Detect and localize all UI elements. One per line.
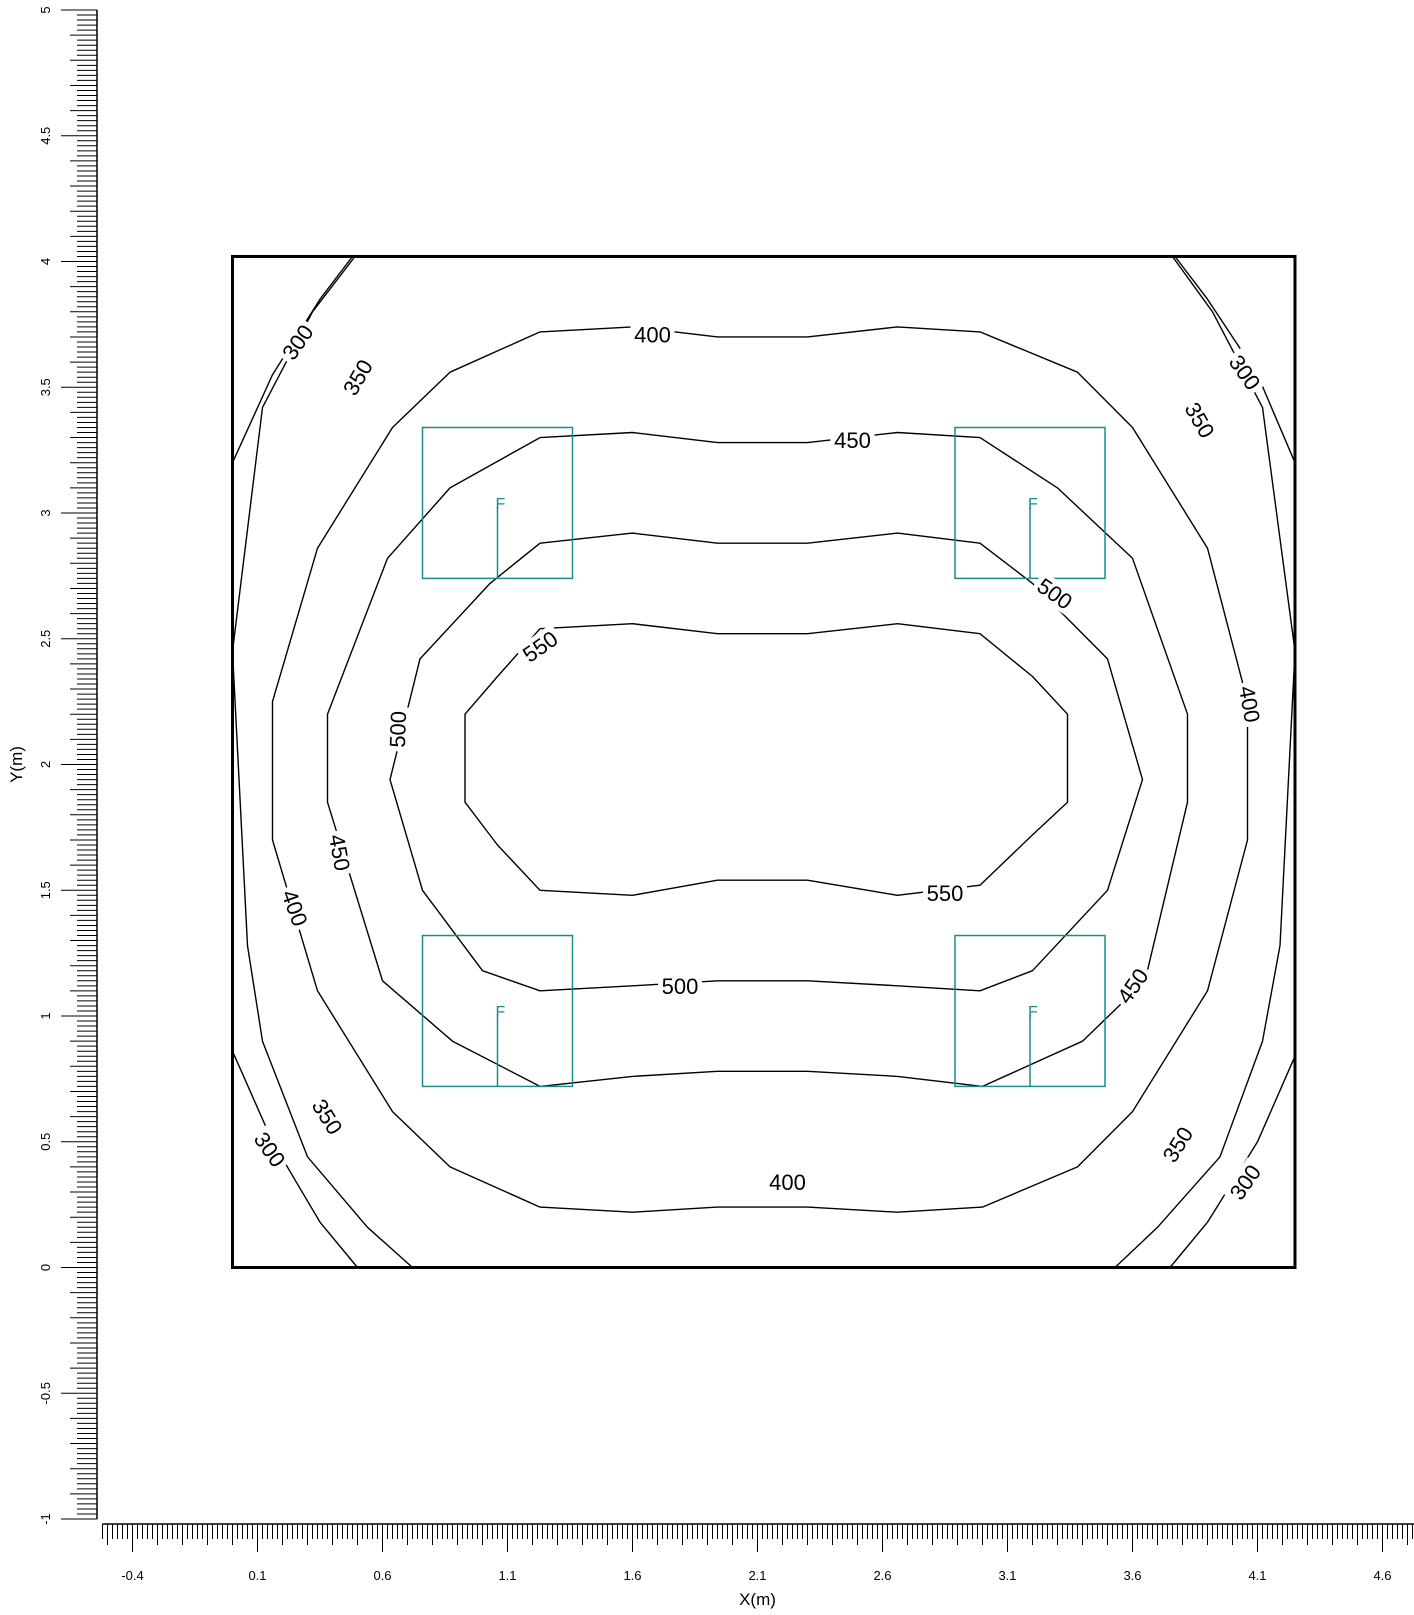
contour-label-text: 500	[385, 711, 411, 749]
contour-label-bg	[1234, 680, 1266, 728]
contour-label-bg	[515, 623, 565, 669]
contour-label-bg	[324, 828, 356, 877]
contour-line-300	[231, 1050, 359, 1268]
contour-label: 350	[1155, 1119, 1200, 1170]
contour-label-text: 400	[634, 322, 671, 347]
y-axis-ruler: -1 -0.5 0 0.5 1 1.5 2 2.5 3 3.5 4 4.5 5	[38, 6, 98, 1525]
contour-label: 400	[630, 322, 675, 347]
x-tick-label: 2.6	[873, 1568, 891, 1583]
x-tick-label: -0.4	[121, 1568, 143, 1583]
room-outline	[231, 254, 1297, 1270]
y-tick-label: 0.5	[38, 1133, 53, 1151]
contour-label-bg	[658, 973, 702, 998]
contour-label: 350	[336, 352, 379, 403]
contour-lines	[231, 255, 1296, 1269]
contour-label: 500	[384, 706, 411, 752]
luminaire: F	[954, 934, 1106, 1088]
contour-line-550	[464, 623, 1069, 896]
y-tick-label: 1.5	[38, 881, 53, 899]
contour-label-bg	[336, 352, 379, 403]
contour-label: 350	[1178, 394, 1222, 445]
luminaire-group: F F F F	[421, 426, 1106, 1088]
y-tick-label: 5	[38, 6, 53, 13]
contour-label-bg	[1155, 1119, 1200, 1170]
contour-line-400	[271, 326, 1249, 1213]
contour-label-text: 400	[769, 1170, 806, 1195]
contour-label-bg	[765, 1169, 810, 1194]
luminaire: F	[954, 426, 1106, 580]
contour-label: 500	[658, 973, 702, 999]
contour-label-text: 550	[927, 881, 964, 906]
contour-label: 450	[830, 428, 875, 453]
contour-label-bg	[1222, 1157, 1268, 1207]
contour-label: 450	[324, 828, 356, 877]
contour-label: 400	[1234, 680, 1266, 728]
luminaire: F	[421, 934, 574, 1088]
contour-label-bg	[247, 1124, 293, 1175]
contour-label-bg	[384, 706, 411, 752]
y-tick-label: 2	[38, 761, 53, 768]
y-tick-label: 4	[38, 258, 53, 265]
contour-label: 400	[765, 1169, 810, 1195]
luminaire: F	[421, 426, 574, 580]
y-tick-label: 1	[38, 1012, 53, 1019]
contour-label: 550	[515, 623, 565, 669]
contour-line-450	[326, 431, 1189, 1088]
contour-label-group: 3003003003003503503503504004004004004504…	[247, 317, 1268, 1207]
x-tick-label: 4.1	[1248, 1568, 1266, 1583]
y-tick-label: 3	[38, 509, 53, 516]
contour-line-300	[1174, 256, 1296, 463]
contour-label-bg	[276, 883, 314, 933]
luminaire-label: F	[496, 496, 506, 513]
y-tick-label: -1	[38, 1513, 53, 1525]
contour-label-bg	[1110, 960, 1155, 1011]
contour-label: 300	[1222, 347, 1268, 398]
x-tick-label: 3.6	[1123, 1568, 1141, 1583]
contour-label-bg	[830, 428, 875, 453]
x-tick-label: 3.1	[998, 1568, 1016, 1583]
luminaire-label: F	[1028, 1004, 1038, 1021]
contour-line-500	[389, 532, 1144, 992]
y-tick-label: 0	[38, 1264, 53, 1271]
contour-label-text: 500	[662, 974, 699, 999]
contour-label: 450	[1110, 960, 1155, 1011]
contour-label: 400	[276, 883, 314, 933]
contour-label-text: 400	[1234, 684, 1265, 725]
contour-label-bg	[630, 322, 675, 347]
luminaire-label: F	[496, 1004, 506, 1021]
y-axis-title: Y(m)	[7, 746, 26, 783]
y-tick-label: 3.5	[38, 378, 53, 396]
x-tick-label: 0.6	[373, 1568, 391, 1583]
x-axis-ruler: -0.4 0.1 0.6 1.1 1.6 2.1 2.6 3.1 3.6 4.1 4.6	[102, 1523, 1414, 1583]
luminaire-label: F	[1028, 496, 1038, 513]
x-tick-label: 1.6	[623, 1568, 641, 1583]
y-tick-label: 2.5	[38, 630, 53, 648]
x-tick-label: 4.6	[1373, 1568, 1391, 1583]
y-tick-label: 4.5	[38, 127, 53, 145]
contour-label-text: 450	[324, 832, 355, 873]
contour-label: 550	[923, 880, 967, 906]
contour-label: 300	[1222, 1157, 1268, 1207]
contour-label-bg	[305, 1091, 350, 1142]
contour-label-text: 450	[834, 428, 871, 453]
contour-label-bg	[1178, 394, 1222, 445]
x-tick-label: 1.1	[498, 1568, 516, 1583]
x-tick-label: 0.1	[248, 1568, 266, 1583]
contour-label-bg	[1222, 347, 1268, 398]
contour-line-350	[1114, 256, 1296, 1269]
contour-label-bg	[1030, 571, 1080, 616]
contour-label-bg	[923, 880, 967, 905]
contour-label-bg	[275, 317, 320, 367]
contour-label: 300	[275, 317, 320, 367]
y-tick-label: -0.5	[38, 1382, 53, 1404]
x-tick-label: 2.1	[748, 1568, 766, 1583]
contour-line-300	[1169, 1055, 1296, 1268]
x-axis-title: X(m)	[739, 1590, 776, 1609]
contour-label: 350	[305, 1091, 350, 1142]
contour-label: 300	[247, 1124, 293, 1175]
